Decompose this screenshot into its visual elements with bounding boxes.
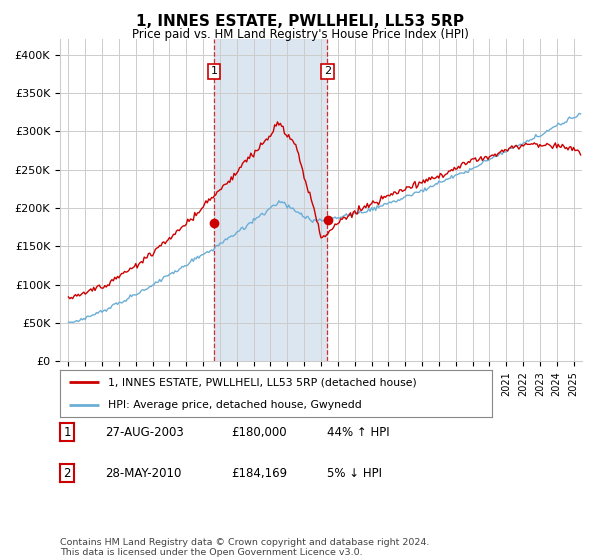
Text: 1: 1	[64, 426, 71, 439]
Bar	[214, 39, 328, 361]
Text: 5% ↓ HPI: 5% ↓ HPI	[327, 466, 382, 480]
Text: 28-MAY-2010: 28-MAY-2010	[105, 466, 181, 480]
Text: HPI: Average price, detached house, Gwynedd: HPI: Average price, detached house, Gwyn…	[107, 400, 361, 410]
Text: £184,169: £184,169	[231, 466, 287, 480]
Text: Price paid vs. HM Land Registry's House Price Index (HPI): Price paid vs. HM Land Registry's House …	[131, 28, 469, 41]
Text: 44% ↑ HPI: 44% ↑ HPI	[327, 426, 389, 439]
Text: 1, INNES ESTATE, PWLLHELI, LL53 5RP (detached house): 1, INNES ESTATE, PWLLHELI, LL53 5RP (det…	[107, 377, 416, 388]
Text: 2: 2	[324, 67, 331, 76]
Text: 1, INNES ESTATE, PWLLHELI, LL53 5RP: 1, INNES ESTATE, PWLLHELI, LL53 5RP	[136, 14, 464, 29]
Text: 2: 2	[64, 466, 71, 480]
Text: 27-AUG-2003: 27-AUG-2003	[105, 426, 184, 439]
Text: £180,000: £180,000	[231, 426, 287, 439]
Text: 1: 1	[211, 67, 218, 76]
Text: Contains HM Land Registry data © Crown copyright and database right 2024.
This d: Contains HM Land Registry data © Crown c…	[60, 538, 430, 557]
